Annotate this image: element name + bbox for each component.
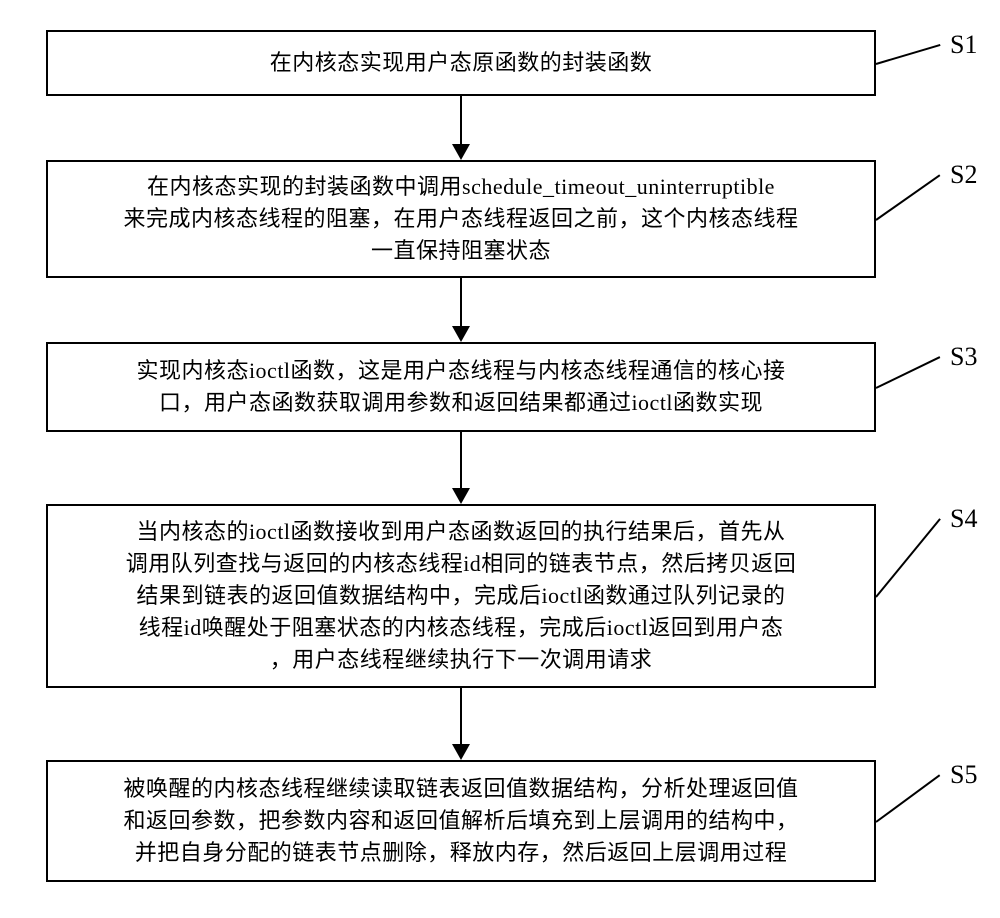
step-s3-box: 实现内核态ioctl函数，这是用户态线程与内核态线程通信的核心接 口，用户态函数… [46, 342, 876, 432]
step-s5-text: 被唤醒的内核态线程继续读取链表返回值数据结构，分析处理返回值 和返回参数，把参数… [123, 773, 798, 869]
step-label-s3: S3 [950, 342, 977, 372]
step-label-s1: S1 [950, 30, 977, 60]
step-s1-box: 在内核态实现用户态原函数的封装函数 [46, 30, 876, 96]
label-line-s1 [876, 44, 941, 65]
label-line-s4 [875, 518, 941, 597]
label-line-s2 [875, 174, 940, 221]
step-s5-box: 被唤醒的内核态线程继续读取链表返回值数据结构，分析处理返回值 和返回参数，把参数… [46, 760, 876, 882]
step-label-s5: S5 [950, 760, 977, 790]
step-s4-text: 当内核态的ioctl函数接收到用户态函数返回的执行结果后，首先从 调用队列查找与… [126, 516, 797, 675]
step-s2-text: 在内核态实现的封装函数中调用schedule_timeout_uninterru… [123, 171, 798, 267]
step-s2-box: 在内核态实现的封装函数中调用schedule_timeout_uninterru… [46, 160, 876, 278]
label-line-s3 [876, 356, 941, 389]
step-s3-text: 实现内核态ioctl函数，这是用户态线程与内核态线程通信的核心接 口，用户态函数… [136, 355, 785, 419]
flowchart-canvas: 在内核态实现用户态原函数的封装函数 在内核态实现的封装函数中调用schedule… [0, 0, 1000, 918]
step-s1-text: 在内核态实现用户态原函数的封装函数 [270, 47, 653, 79]
label-line-s5 [875, 774, 940, 823]
step-s4-box: 当内核态的ioctl函数接收到用户态函数返回的执行结果后，首先从 调用队列查找与… [46, 504, 876, 688]
step-label-s4: S4 [950, 504, 977, 534]
step-label-s2: S2 [950, 160, 977, 190]
